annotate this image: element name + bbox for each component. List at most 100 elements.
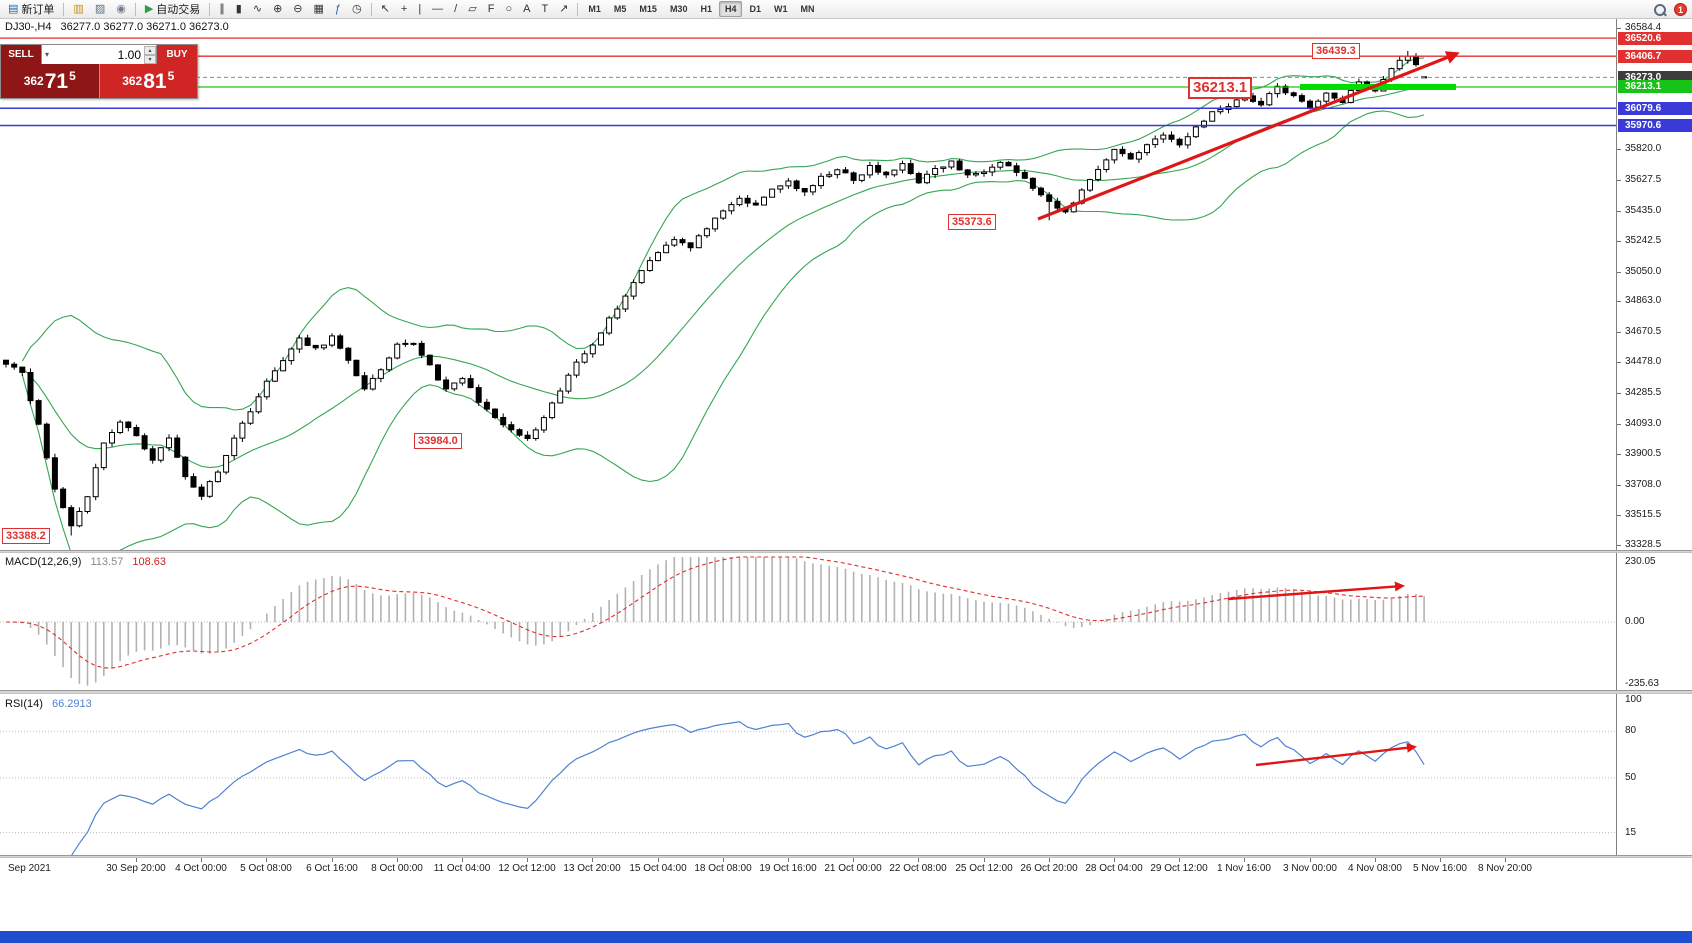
price-tick-label: 35050.0 [1625, 266, 1662, 277]
zoom-out-button[interactable]: ⊖ [288, 1, 307, 18]
time-tick-mark [918, 858, 919, 862]
green-support-segment[interactable] [1300, 84, 1456, 90]
volume-up-icon[interactable]: ▴ [144, 45, 156, 55]
axis-tick-mark [1617, 241, 1621, 242]
tf-m1-button[interactable]: M1 [582, 1, 607, 17]
notifications-badge[interactable]: 1 [1674, 3, 1687, 16]
time-label: 29 Oct 12:00 [1150, 863, 1208, 874]
price-tick-label: 34478.0 [1625, 356, 1662, 367]
tf-mn-button[interactable]: MN [795, 1, 821, 17]
time-label: 18 Oct 08:00 [694, 863, 752, 874]
tf-h1-button[interactable]: H1 [694, 1, 718, 17]
trend-arrow [1227, 581, 1406, 601]
buy-button[interactable]: BUY [157, 45, 197, 64]
trendline-tool-button[interactable]: / [449, 1, 462, 18]
indicators-button[interactable]: ƒ [330, 1, 346, 18]
bar-chart-mode-button[interactable]: ∥ [214, 1, 230, 18]
volume-input[interactable]: ▾ 1.00 ▴ ▾ [41, 45, 157, 64]
ellipse-tool-button[interactable]: ○ [500, 1, 517, 18]
tf-m15-button[interactable]: M15 [633, 1, 663, 17]
tf-m5-button[interactable]: M5 [608, 1, 633, 17]
charts-profile-button[interactable]: ▥ [68, 1, 88, 18]
horizontal-level-lines[interactable] [0, 37, 1616, 127]
toolbar-separator [134, 2, 136, 16]
axis-tick-mark [1617, 149, 1621, 150]
price-callout[interactable]: 35373.6 [948, 214, 996, 230]
tf-m30-button[interactable]: M30 [664, 1, 694, 17]
crosshair-tool-button[interactable]: + [396, 1, 412, 18]
trend-arrows[interactable] [1037, 51, 1460, 767]
templates-button[interactable]: ▦ [309, 1, 329, 18]
arrows-tool-button[interactable]: ↗ [554, 1, 573, 18]
time-tick-mark [853, 858, 854, 862]
volume-down-icon[interactable]: ▾ [144, 54, 156, 64]
price-level-badge: 36520.6 [1618, 32, 1692, 45]
data-window-button[interactable]: ◉ [111, 1, 131, 18]
sell-button[interactable]: SELL [1, 45, 41, 64]
axis-tick-mark [1617, 393, 1621, 394]
price-tick-label: 35820.0 [1625, 143, 1662, 154]
price-tick-label: 33515.5 [1625, 509, 1662, 520]
panel-divider[interactable] [0, 855, 1692, 858]
panel-divider[interactable] [0, 690, 1692, 694]
axis-tick-mark [1617, 362, 1621, 363]
vertical-line-tool-button[interactable]: | [413, 1, 426, 18]
arrows-tool-icon: ↗ [559, 2, 569, 15]
time-axis[interactable]: Sep 2021 30 Sep 20:00 4 Oct 00:00 5 Oct 08:… [0, 858, 1692, 876]
price-callout[interactable]: 36213.1 [1188, 77, 1253, 99]
price-tick-label: 35242.5 [1625, 235, 1662, 246]
axis-tick-mark [1617, 180, 1621, 181]
time-label: 4 Nov 08:00 [1348, 863, 1402, 874]
volume-dropdown-icon[interactable]: ▾ [45, 50, 50, 59]
panel-divider[interactable] [0, 550, 1692, 553]
line-chart-mode-button[interactable]: ∿ [248, 1, 267, 18]
tf-m5-label: M5 [613, 4, 627, 14]
fibonacci-tool-button[interactable]: F [483, 1, 500, 18]
time-label: 28 Oct 04:00 [1085, 863, 1143, 874]
channel-tool-button[interactable]: ▱ [463, 1, 481, 18]
sell-price-button[interactable]: 362 71 5 [1, 64, 99, 98]
tf-w1-button[interactable]: W1 [768, 1, 794, 17]
tf-d1-button[interactable]: D1 [743, 1, 767, 17]
candlestick-mode-button[interactable]: ▮ [231, 1, 247, 18]
new-order-button[interactable]: ▤ 新订单 [3, 1, 59, 18]
tf-m15-label: M15 [639, 4, 657, 14]
price-callout[interactable]: 33388.2 [2, 528, 50, 544]
price-callout[interactable]: 33984.0 [414, 433, 462, 449]
bollinger-bands [21, 57, 1425, 551]
zoom-in-button[interactable]: ⊕ [268, 1, 287, 18]
rsi-line [71, 721, 1425, 855]
print-button[interactable]: ▨ [90, 1, 110, 18]
time-label: 15 Oct 04:00 [629, 863, 687, 874]
bar-chart-mode-icon: ∥ [219, 2, 225, 15]
print-icon: ▨ [94, 2, 106, 15]
search-icon[interactable] [1653, 3, 1667, 17]
cursor-tool-icon: ↖ [380, 2, 390, 15]
auto-trading-button[interactable]: ▶ 自动交易 [140, 1, 205, 18]
text-tool-button[interactable]: A [518, 1, 535, 18]
volume-spinner[interactable]: ▴ ▾ [144, 45, 156, 64]
ellipse-tool-icon: ○ [505, 2, 513, 15]
auto-trading-icon: ▶ [144, 2, 154, 15]
time-label: 26 Oct 20:00 [1020, 863, 1078, 874]
volume-value[interactable]: 1.00 [117, 47, 141, 62]
price-level-badge: 36213.1 [1618, 80, 1692, 93]
time-label: 5 Oct 08:00 [240, 863, 292, 874]
label-tool-button[interactable]: T [536, 1, 553, 18]
auto-trading-label: 自动交易 [156, 4, 201, 16]
price-callout[interactable]: 36439.3 [1312, 43, 1360, 59]
tf-h4-button[interactable]: H4 [718, 1, 743, 17]
cursor-tool-button[interactable]: ↖ [376, 1, 395, 18]
price-axis[interactable]: 36584.4 35820.0 35627.5 35435.0 35242.5 35050… [1616, 19, 1692, 858]
axis-tick-mark [1617, 332, 1621, 333]
tf-h4-label: H4 [724, 4, 737, 14]
time-tick-mark [1505, 858, 1506, 862]
rsi-value: 66.2913 [51, 698, 92, 710]
buy-price-button[interactable]: 362 81 5 [98, 64, 197, 98]
horizontal-line-tool-button[interactable]: — [427, 1, 448, 18]
periods-button[interactable]: ◷ [347, 1, 367, 18]
rsi-axis-label: 80 [1625, 725, 1637, 736]
macd-axis-label: 0.00 [1625, 616, 1645, 627]
